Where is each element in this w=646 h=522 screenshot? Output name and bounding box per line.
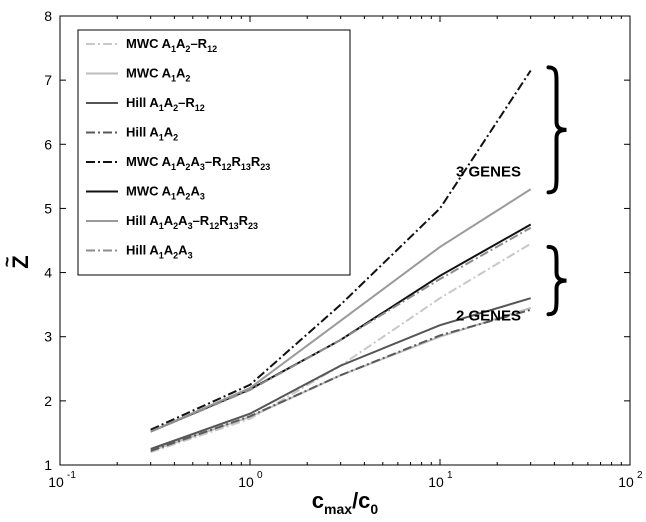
series-line-4 [150, 308, 531, 452]
x-tick-exponent: 1 [447, 470, 453, 481]
series-group [150, 69, 532, 454]
y-tick-label: 1 [44, 457, 52, 473]
y-tick-label: 3 [44, 329, 52, 345]
y-tick-label: 8 [44, 8, 52, 24]
axis-labels: cmax/c0 Z~ [0, 255, 378, 517]
x-tick-exponent: 0 [257, 470, 263, 481]
annotation-1: 3 GENES [456, 163, 521, 180]
annotations-group: 3 GENES 2 GENES [456, 163, 521, 324]
x-tick-label: 10 [238, 474, 254, 490]
legend-label-5: MWC A1A2A3–R12R13R23 [126, 154, 270, 172]
legend-label-2: MWC A1A2 [126, 66, 190, 84]
y-tick-label: 5 [44, 200, 52, 216]
y-tick-label: 6 [44, 136, 52, 152]
x-tick-exponent: 2 [637, 470, 643, 481]
legend-box [77, 29, 351, 276]
legend-label-8: Hill A1A2A3 [126, 243, 193, 261]
series-line-7 [150, 188, 532, 433]
y-axis-label-accent: ~ [0, 257, 17, 268]
x-tick-label: 10 [428, 474, 444, 490]
series-line-3 [150, 297, 531, 450]
x-tick-label: 10 [48, 474, 64, 490]
y-axis-label: Z [8, 255, 33, 268]
x-tick-exponent: -1 [67, 470, 76, 481]
legend-label-3: Hill A1A2–R12 [126, 95, 205, 113]
legend: MWC A1A2–R12 MWC A1A2 Hill A1A2–R12 Hill A1… [77, 29, 351, 276]
legend-label-4: Hill A1A2 [126, 125, 178, 143]
legend-label-1: MWC A1A2–R12 [126, 36, 217, 54]
x-axis-label: cmax/c0 [312, 488, 379, 517]
series-line-5 [150, 69, 532, 431]
legend-label-6: MWC A1A2A3 [126, 184, 205, 202]
legend-label-7: Hill A1A2A3–R12R13R23 [126, 213, 258, 231]
y-tick-label: 7 [44, 72, 52, 88]
y-tick-label: 2 [44, 393, 52, 409]
series-line-8 [150, 226, 532, 433]
y-tick-label: 4 [44, 265, 52, 281]
annotation-2: 2 GENES [456, 308, 521, 325]
x-tick-label: 10 [618, 474, 634, 490]
